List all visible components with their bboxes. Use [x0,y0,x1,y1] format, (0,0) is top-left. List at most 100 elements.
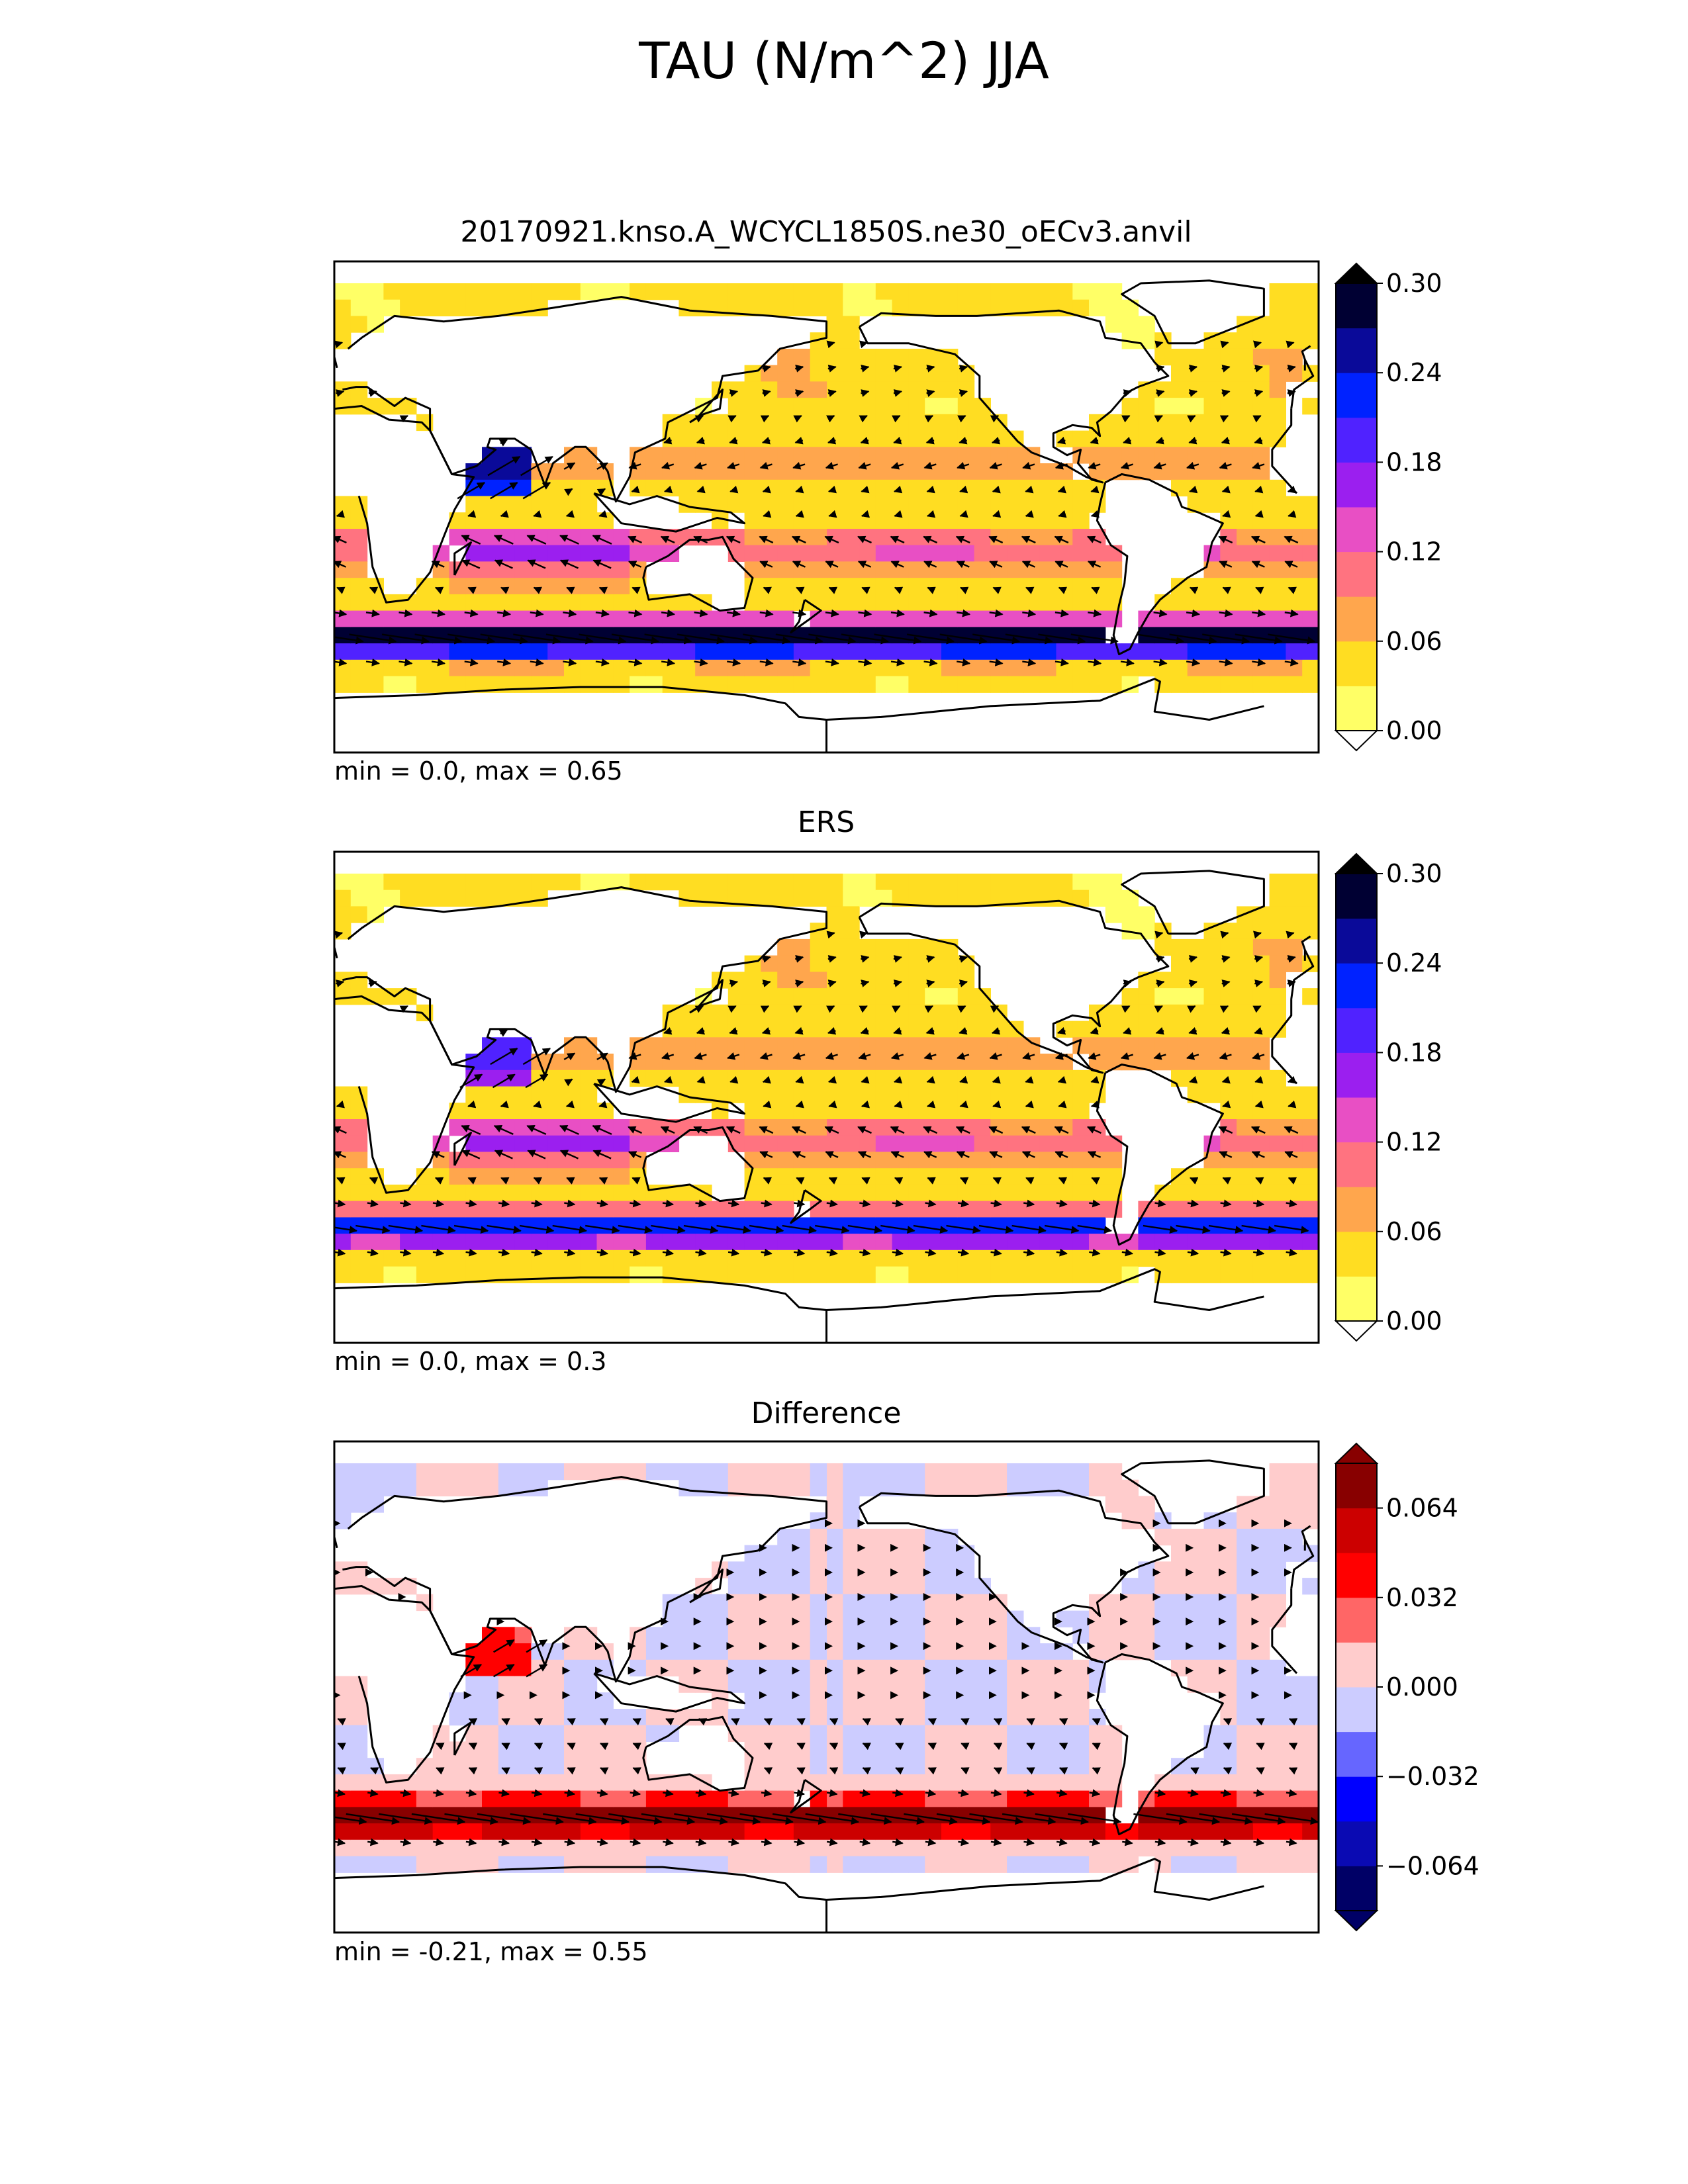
field-cell [1187,1037,1205,1054]
field-cell [957,643,975,660]
field-cell [1023,561,1041,578]
field-cell [613,578,630,595]
coastline [1121,870,1265,935]
stress-vector [825,1052,838,1060]
field-cell [1171,447,1188,464]
field-cell [416,1234,434,1251]
field-cell [630,1774,647,1792]
field-cell [810,1627,827,1644]
field-cell [334,1578,352,1595]
field-cell [826,923,843,940]
stress-vector [939,633,988,645]
stress-vector [611,633,659,645]
stress-vector [694,461,707,470]
field-cell [727,1037,745,1054]
field-cell [596,545,614,562]
field-cell [974,1184,991,1202]
colorbar-tick-label: 0.12 [1386,1128,1442,1157]
field-cell [761,1234,778,1251]
field-cell [1203,972,1221,989]
field-cell [1039,610,1057,627]
field-cell [1039,1184,1057,1202]
field-cell [1072,529,1090,546]
field-cell [727,381,745,398]
field-cell [1203,1201,1221,1218]
field-cell [1220,1643,1237,1661]
stress-vector [841,633,889,645]
field-cell [1039,299,1057,316]
field-cell [1252,1561,1270,1578]
field-cell [859,1709,876,1726]
field-cell [1007,1152,1024,1169]
stress-vector [727,461,740,470]
field-cell [1023,1184,1041,1202]
field-cell [1171,381,1188,398]
field-cell [925,447,942,464]
stress-vector [595,609,610,617]
stress-vector [559,535,579,545]
stress-vector [827,436,837,445]
field-cell [826,1037,843,1054]
field-cell [908,1528,925,1546]
stress-vector [1154,1199,1166,1208]
field-cell [761,1217,778,1234]
field-cell [1252,1021,1270,1038]
field-cell [482,1463,499,1480]
field-cell [744,1234,761,1251]
stress-vector [1153,609,1168,617]
field-cell [679,283,696,300]
stress-vector [1254,365,1264,373]
stress-vector [990,1005,1000,1013]
field-cell [1072,1135,1090,1152]
field-cell [859,1037,876,1054]
field-cell [859,1561,876,1578]
field-cell [630,1823,647,1841]
field-cell [580,1266,598,1283]
field-cell [1105,610,1123,627]
field-cell [974,1594,991,1612]
field-cell [547,1774,565,1792]
stress-vector [1286,931,1295,939]
stress-vector [1123,1026,1132,1035]
field-cell [990,1643,1008,1661]
field-cell [1203,1021,1221,1038]
stress-vector [696,485,706,494]
field-cell [1039,1709,1057,1726]
field-cell [974,1152,991,1169]
field-cell [1154,381,1172,398]
field-cell [1220,1037,1237,1054]
stress-vector [893,389,902,397]
field-cell [1203,1545,1221,1562]
field-cell [793,496,811,513]
field-cell [908,512,925,529]
field-cell [777,365,794,382]
field-cell [1023,1152,1041,1169]
field-cell [777,659,794,677]
stress-vector [661,658,675,666]
stress-vector [1056,436,1066,445]
field-cell [810,1823,827,1841]
field-cell [777,283,794,300]
field-cell [432,1463,450,1480]
stress-vector [893,1026,902,1035]
stress-vector [494,1150,513,1160]
field-cell [350,1184,368,1202]
stress-vector [1190,1177,1199,1185]
field-cell [925,578,942,595]
field-cell [645,529,663,546]
panel-stats: min = 0.0, max = 0.3 [334,1347,606,1376]
field-cell [679,1823,696,1841]
field-cell [777,1856,794,1873]
stress-vector [1222,586,1231,594]
field-cell [744,1823,761,1841]
field-cell [1007,578,1024,595]
field-cell [645,610,663,627]
field-cell [744,1266,761,1283]
field-cell [727,1676,745,1693]
field-cell [514,1758,532,1775]
field-cell [744,1856,761,1873]
field-cell [761,643,778,660]
field-cell [1269,1512,1286,1529]
field-cell [662,1266,680,1283]
field-cell [793,1266,811,1283]
